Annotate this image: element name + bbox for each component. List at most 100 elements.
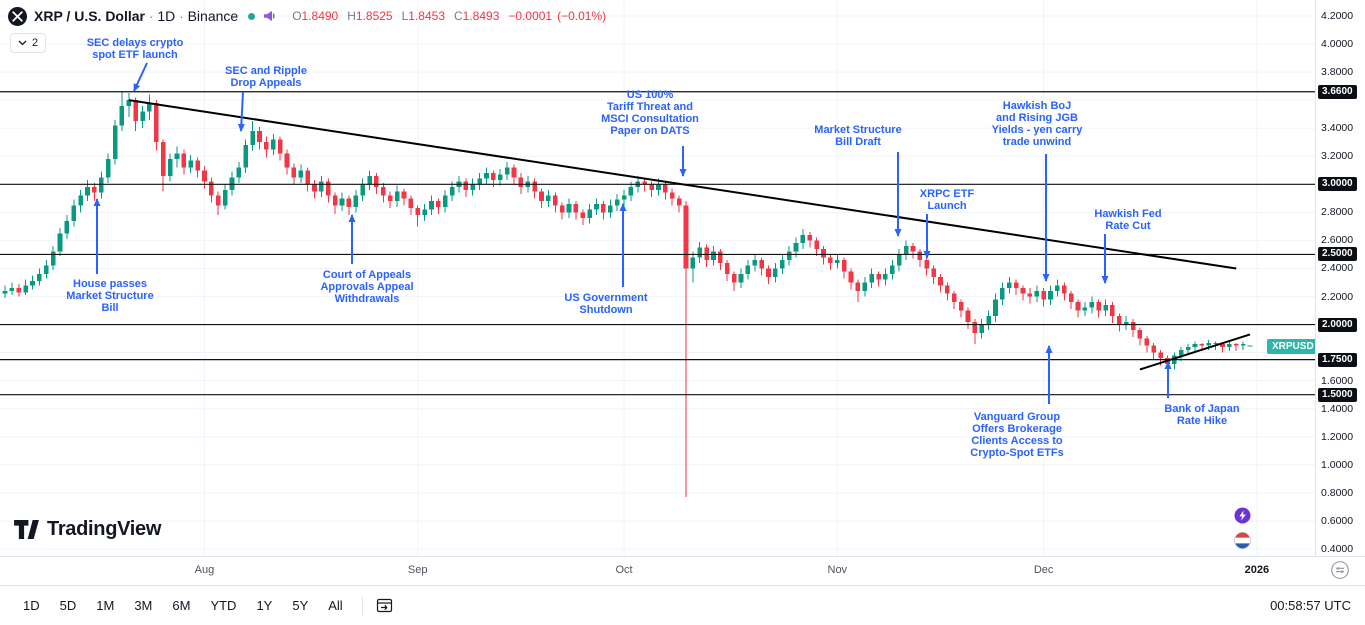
annotation-text: SEC delays crypto spot ETF launch <box>87 37 184 61</box>
price-tick-label: 2.4000 <box>1321 262 1354 275</box>
crypto-event-icon[interactable] <box>1234 507 1251 524</box>
annotation-7[interactable]: Market Structure Bill Draft <box>814 124 902 237</box>
symbol-price-badge: XRPUSD <box>1267 338 1319 354</box>
annotation-text: Court of Appeals Approvals Appeal Withdraw… <box>320 269 413 305</box>
trendline-1[interactable] <box>128 99 1237 270</box>
price-tick-label: 4.2000 <box>1321 10 1354 22</box>
change-value: −0.0001 <box>508 9 553 23</box>
change-percent: (−0.01%) <box>557 9 607 23</box>
range-button-1y[interactable]: 1Y <box>247 593 281 618</box>
price-level-badge: 2.0000 <box>1318 317 1357 332</box>
event-flag-icon[interactable] <box>1234 532 1251 549</box>
tradingview-logo-icon <box>14 519 39 540</box>
interval-label[interactable]: 1D <box>157 8 176 24</box>
annotation-text: US Government Shutdown <box>564 292 647 316</box>
separator-dot: · <box>179 8 184 24</box>
annotation-text: US 100% Tariff Threat and MSCI Consultatio… <box>601 89 699 137</box>
annotation-4[interactable]: Court of Appeals Approvals Appeal Withdraw… <box>320 214 414 305</box>
exchange-label[interactable]: Binance <box>187 8 239 24</box>
price-level-badge: 2.5000 <box>1318 247 1357 262</box>
tradingview-logo-text: TradingView <box>47 518 162 540</box>
price-tick-label: 1.0000 <box>1321 458 1354 471</box>
annotation-text: XRPC ETF Launch <box>920 188 975 212</box>
price-tick-label: 3.8000 <box>1321 66 1354 79</box>
event-icons <box>1234 507 1251 549</box>
annotation-11[interactable]: Vanguard Group Offers Brokerage Clients Ac… <box>970 345 1064 459</box>
price-level-badge: 3.6600 <box>1318 84 1357 99</box>
range-button-1m[interactable]: 1M <box>87 593 123 618</box>
toolbar-divider <box>361 596 363 615</box>
bottom-toolbar: 1D 5D 1M 3M 6M YTD 1Y 5Y All 00:58:57 UTC <box>0 585 1365 625</box>
time-axis[interactable]: Aug Sep Oct Nov Dec 2026 <box>0 556 1365 585</box>
legend-collapse-button[interactable]: 2 <box>10 33 47 53</box>
annotation-12[interactable]: Bank of Japan Rate Hike <box>1164 361 1240 427</box>
xrp-logo-icon[interactable] <box>8 6 27 26</box>
time-axis-label: Nov <box>827 564 848 576</box>
tradingview-logo[interactable]: TradingView <box>14 518 161 541</box>
annotation-text: Vanguard Group Offers Brokerage Clients Ac… <box>970 411 1064 459</box>
price-tick-label: 2.2000 <box>1321 290 1354 303</box>
annotation-text: Bank of Japan Rate Hike <box>1164 403 1239 427</box>
price-tick-label: 3.2000 <box>1321 150 1354 163</box>
price-tick-label: 1.6000 <box>1321 374 1354 387</box>
legend-count: 2 <box>32 37 39 49</box>
time-axis-label: Aug <box>194 564 215 576</box>
price-level-lines[interactable] <box>0 91 1315 396</box>
goto-date-button[interactable] <box>373 594 396 617</box>
price-tick-label: 2.8000 <box>1321 206 1354 219</box>
annotation-text: SEC and Ripple Drop Appeals <box>225 65 307 89</box>
annotation-2[interactable]: SEC and Ripple Drop Appeals <box>225 65 307 132</box>
annotation-10[interactable]: Hawkish Fed Rate Cut <box>1094 208 1162 284</box>
time-axis-label: Oct <box>615 564 633 576</box>
annotation-5[interactable]: US 100% Tariff Threat and MSCI Consultatio… <box>601 89 699 177</box>
annotation-text: Market Structure Bill Draft <box>814 124 901 148</box>
annotation-6[interactable]: US Government Shutdown <box>564 203 648 316</box>
candles-layer <box>2 91 1253 498</box>
range-button-6m[interactable]: 6M <box>163 593 199 618</box>
time-axis-label: 2026 <box>1244 564 1270 576</box>
annotation-text: Hawkish BoJ and Rising JGB Yields - yen ca… <box>992 100 1084 148</box>
symbol-title[interactable]: XRP / U.S. Dollar <box>34 8 145 24</box>
price-tick-label: 0.8000 <box>1321 486 1354 499</box>
announcement-icon[interactable] <box>262 9 276 23</box>
annotation-arrow <box>237 91 245 132</box>
price-level-badge: 1.7500 <box>1318 352 1357 367</box>
gridlines <box>0 0 1315 556</box>
range-button-all[interactable]: All <box>319 593 351 618</box>
range-button-ytd[interactable]: YTD <box>201 593 245 618</box>
price-chart[interactable]: SEC delays crypto spot ETF launch SEC and … <box>0 0 1315 556</box>
ohlc-values: O1.8490 H1.8525 L1.8453 C1.8493 −0.0001 … <box>292 9 607 23</box>
symbol-header: XRP / U.S. Dollar · 1D · Binance O1.8490… <box>8 6 611 26</box>
range-button-5y[interactable]: 5Y <box>283 593 317 618</box>
price-tick-label: 2.6000 <box>1321 234 1354 247</box>
range-button-3m[interactable]: 3M <box>125 593 161 618</box>
market-status-icon <box>248 12 256 20</box>
annotation-arrow <box>133 62 148 92</box>
price-tick-label: 4.0000 <box>1321 38 1354 51</box>
annotation-1[interactable]: SEC delays crypto spot ETF launch <box>87 37 184 92</box>
price-tick-label: 0.4000 <box>1321 543 1354 555</box>
clock[interactable]: 00:58:57 UTC <box>1270 598 1351 613</box>
trendline-2[interactable] <box>1139 333 1251 371</box>
price-level-badge: 1.5000 <box>1318 387 1357 402</box>
annotation-text: House passes Market Structure Bill <box>66 278 153 314</box>
chevron-down-icon <box>18 40 27 46</box>
calendar-icon <box>376 598 392 613</box>
annotation-3[interactable]: House passes Market Structure Bill <box>66 198 154 314</box>
price-axis[interactable]: 4.2000 4.0000 3.8000 3.4000 3.2000 2.8000 2.60… <box>1315 0 1365 585</box>
separator-dot: · <box>149 8 154 24</box>
price-tick-label: 0.6000 <box>1321 514 1354 527</box>
price-level-badge: 3.0000 <box>1318 177 1357 192</box>
annotation-text: Hawkish Fed Rate Cut <box>1094 208 1161 232</box>
time-axis-label: Sep <box>407 564 428 576</box>
scale-settings-icon[interactable] <box>1330 560 1350 585</box>
annotation-8[interactable]: XRPC ETF Launch <box>920 188 975 259</box>
time-axis-label: Dec <box>1033 564 1054 576</box>
annotation-9[interactable]: Hawkish BoJ and Rising JGB Yields - yen ca… <box>992 100 1084 282</box>
range-button-1d[interactable]: 1D <box>14 593 49 618</box>
price-tick-label: 1.4000 <box>1321 402 1354 415</box>
price-tick-label: 1.2000 <box>1321 430 1354 443</box>
range-buttons: 1D 5D 1M 3M 6M YTD 1Y 5Y All <box>14 593 352 618</box>
range-button-5d[interactable]: 5D <box>51 593 86 618</box>
